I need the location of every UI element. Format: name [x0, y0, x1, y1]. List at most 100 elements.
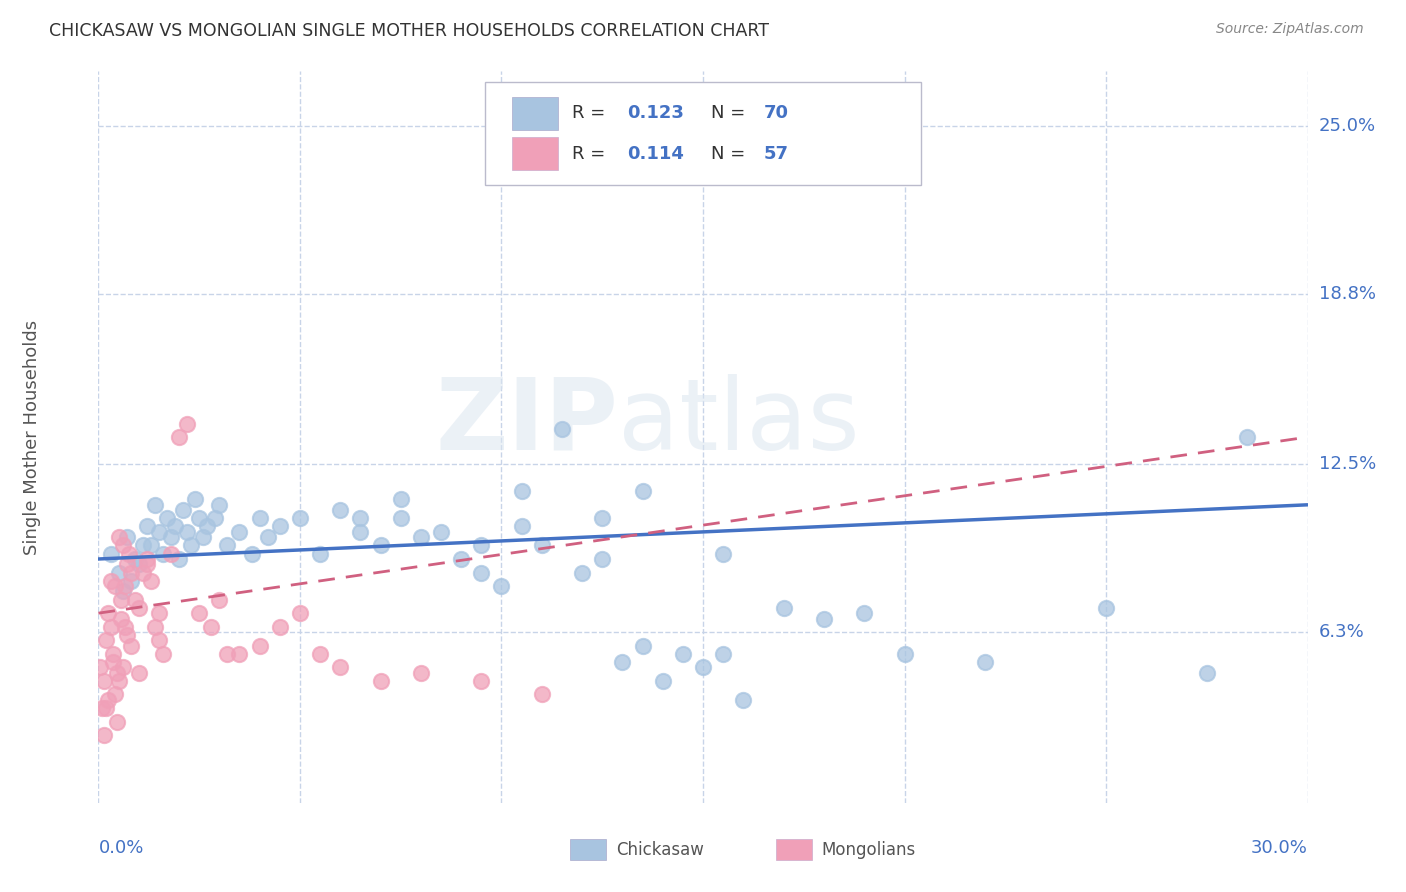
Point [111, 538, 134, 552]
Point [631, 639, 654, 653]
Point [217, 538, 239, 552]
Bar [512, 137, 558, 170]
Point [188, 511, 211, 525]
Text: 0.123: 0.123 [627, 104, 683, 122]
Point [111, 660, 134, 674]
Point [217, 647, 239, 661]
Point [349, 524, 371, 539]
Point [132, 566, 155, 580]
Point [124, 552, 146, 566]
Text: atlas: atlas [619, 374, 860, 471]
Point [160, 530, 183, 544]
Point [208, 592, 231, 607]
Point [100, 620, 122, 634]
Point [1095, 600, 1118, 615]
Point [184, 492, 207, 507]
Point [530, 538, 553, 552]
Point [110, 592, 132, 607]
Text: 25.0%: 25.0% [1319, 117, 1376, 135]
Point [152, 547, 174, 561]
Point [249, 639, 271, 653]
Point [591, 552, 613, 566]
Point [430, 524, 453, 539]
Point [733, 693, 755, 707]
Point [510, 519, 533, 533]
Text: N =: N = [711, 104, 751, 122]
Point [1195, 665, 1218, 680]
Point [551, 422, 574, 436]
Point [974, 655, 997, 669]
Point [409, 530, 432, 544]
Point [269, 519, 291, 533]
Point [631, 484, 654, 499]
Point [103, 579, 125, 593]
Point [89, 660, 111, 674]
Point [96, 701, 118, 715]
Text: 12.5%: 12.5% [1319, 455, 1376, 473]
Text: 70: 70 [763, 104, 789, 122]
Point [176, 417, 198, 431]
Point [228, 524, 250, 539]
Bar [512, 96, 558, 130]
Point [370, 538, 392, 552]
Point [188, 606, 211, 620]
Point [450, 552, 472, 566]
Point [148, 633, 170, 648]
Point [114, 620, 136, 634]
Point [195, 519, 218, 533]
Point [101, 647, 124, 661]
Point [711, 647, 734, 661]
Point [389, 492, 412, 507]
Point [571, 566, 593, 580]
Point [163, 519, 186, 533]
Point [813, 611, 835, 625]
Point [93, 673, 115, 688]
Text: Mongolians: Mongolians [821, 840, 915, 859]
Point [172, 503, 194, 517]
Point [256, 530, 278, 544]
Text: 0.114: 0.114 [627, 145, 683, 162]
Point [111, 584, 134, 599]
Text: ZIP: ZIP [436, 374, 619, 471]
FancyBboxPatch shape [485, 82, 921, 185]
Point [530, 688, 553, 702]
Point [349, 511, 371, 525]
Point [329, 660, 352, 674]
Point [107, 566, 129, 580]
Point [176, 524, 198, 539]
Point [612, 655, 634, 669]
Point [128, 665, 150, 680]
Point [288, 511, 311, 525]
Point [124, 592, 146, 607]
Point [893, 647, 915, 661]
Point [128, 600, 150, 615]
Point [103, 688, 125, 702]
Text: 0.0%: 0.0% [98, 839, 143, 857]
Point [409, 665, 432, 680]
Point [139, 574, 162, 588]
Point [135, 558, 157, 572]
Point [510, 484, 533, 499]
Point [120, 566, 142, 580]
Point [269, 620, 291, 634]
Point [1236, 430, 1258, 444]
Point [105, 714, 128, 729]
Point [156, 511, 179, 525]
Point [128, 558, 150, 572]
Text: R =: R = [572, 145, 612, 162]
Point [167, 552, 190, 566]
Point [491, 579, 513, 593]
Bar [776, 839, 811, 860]
Point [389, 511, 412, 525]
Text: 6.3%: 6.3% [1319, 624, 1364, 641]
Point [100, 547, 122, 561]
Text: CHICKASAW VS MONGOLIAN SINGLE MOTHER HOUSEHOLDS CORRELATION CHART: CHICKASAW VS MONGOLIAN SINGLE MOTHER HOU… [49, 22, 769, 40]
Point [139, 538, 162, 552]
Text: Source: ZipAtlas.com: Source: ZipAtlas.com [1216, 22, 1364, 37]
Bar [569, 839, 606, 860]
Text: 18.8%: 18.8% [1319, 285, 1375, 302]
Point [118, 547, 141, 561]
Point [591, 511, 613, 525]
Point [152, 647, 174, 661]
Point [97, 606, 120, 620]
